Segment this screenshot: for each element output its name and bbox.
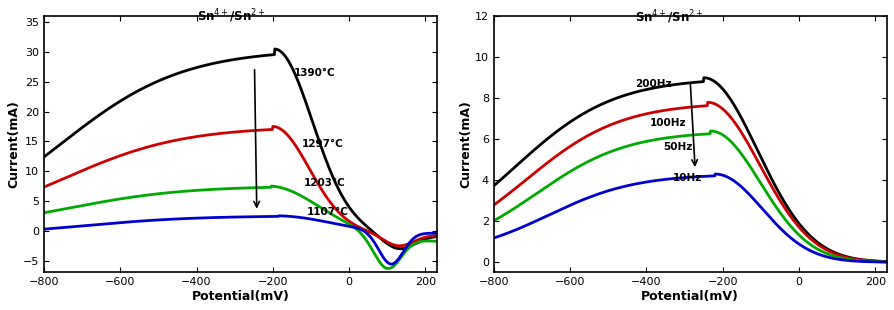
Y-axis label: Current(mA): Current(mA) xyxy=(7,100,20,188)
Y-axis label: Current(mA): Current(mA) xyxy=(459,100,471,188)
Text: Sn$^{4+}$/Sn$^{2+}$: Sn$^{4+}$/Sn$^{2+}$ xyxy=(634,9,703,26)
Text: 1297°C: 1297°C xyxy=(301,139,342,149)
Text: 100Hz: 100Hz xyxy=(649,118,686,128)
Text: 1107°C: 1107°C xyxy=(307,207,349,217)
Text: 200Hz: 200Hz xyxy=(634,79,670,89)
Text: Sn$^{4+}$/Sn$^{2+}$: Sn$^{4+}$/Sn$^{2+}$ xyxy=(197,7,265,25)
Text: 50Hz: 50Hz xyxy=(662,142,692,153)
Text: 1203°C: 1203°C xyxy=(304,178,345,188)
X-axis label: Potential(mV): Potential(mV) xyxy=(641,290,738,303)
Text: 1390°C: 1390°C xyxy=(293,68,335,78)
X-axis label: Potential(mV): Potential(mV) xyxy=(191,290,289,303)
Text: 10Hz: 10Hz xyxy=(672,173,702,183)
